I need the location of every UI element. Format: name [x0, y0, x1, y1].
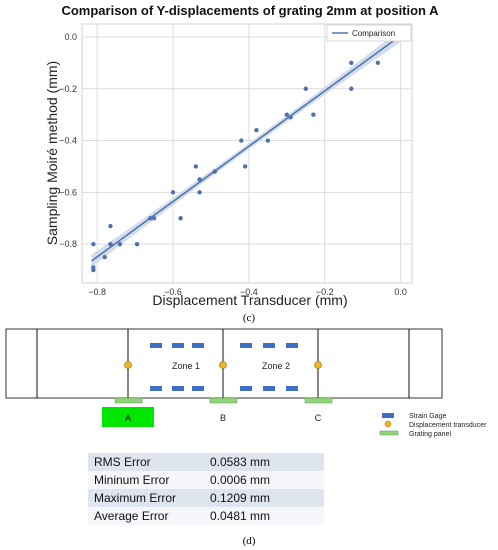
x-tick-label: −0.2 [316, 287, 334, 297]
x-tick-label: −0.8 [88, 287, 106, 297]
tick-labels: −0.8 −0.6 −0.4 −0.2 0.0 0.0 −0.2 −0.4 −0.6 −0.8 [59, 32, 407, 297]
strain-gage [286, 386, 298, 391]
maximum-error-label: Maximum Error [88, 489, 204, 507]
x-axis-label: Displacement Transducer (mm) [152, 292, 347, 308]
average-error-value: 0.0481 mm [204, 507, 324, 525]
grating-panel-c [304, 397, 333, 404]
y-tick-label: −0.6 [59, 187, 77, 197]
minimum-error-value: 0.0006 mm [204, 471, 324, 489]
table-row: Mininum Error 0.0006 mm [88, 471, 324, 489]
error-statistics-table: RMS Error 0.0583 mm Mininum Error 0.0006… [88, 453, 324, 525]
table-row: RMS Error 0.0583 mm [88, 453, 324, 471]
data-point [265, 138, 271, 143]
data-points [91, 60, 381, 273]
displacement-transducer-b [219, 361, 227, 369]
rms-error-value: 0.0583 mm [204, 453, 324, 471]
transducer-legend-label: Displacement transducer [409, 422, 487, 429]
zone-2-label: Zone 2 [262, 361, 290, 371]
data-point [134, 241, 140, 247]
data-point [170, 190, 176, 195]
data-point [102, 254, 107, 260]
y-tick-label: 0.0 [64, 32, 77, 42]
strain-gage [150, 343, 162, 348]
data-point [91, 241, 96, 247]
x-tick-label: −0.6 [164, 287, 182, 297]
data-point [349, 60, 354, 66]
data-point [311, 112, 316, 117]
position-c-label: C [315, 413, 322, 423]
strain-gage [150, 386, 162, 391]
x-tick-label: −0.4 [240, 287, 258, 297]
data-point [178, 216, 183, 221]
rms-error-label: RMS Error [88, 453, 204, 471]
data-point [288, 115, 293, 120]
data-point [254, 127, 259, 133]
data-point [148, 216, 153, 221]
data-point [239, 138, 244, 143]
table-row: Maximum Error 0.1209 mm [88, 489, 324, 507]
legend-label: Comparison [352, 29, 395, 38]
data-point [197, 190, 202, 195]
data-point [91, 267, 96, 273]
y-tick-label: −0.4 [59, 136, 77, 146]
strain-gage [172, 386, 184, 391]
strain-gage-legend-label: Strain Gage [409, 413, 446, 420]
data-point [284, 112, 290, 117]
zone-1-label: Zone 1 [172, 361, 200, 371]
comparison-scatter-chart: Comparison of Y-displacements of grating… [44, 3, 439, 308]
position-a-label: A [125, 413, 131, 423]
strain-gage [286, 343, 298, 348]
data-point [349, 86, 354, 91]
legend-box [326, 24, 412, 42]
data-point [108, 223, 113, 229]
average-error-label: Average Error [88, 507, 204, 525]
grating-legend-swatch [379, 430, 399, 436]
fit-line [91, 35, 402, 262]
minimum-error-label: Mininum Error [88, 471, 204, 489]
grating-panel-a [114, 397, 143, 404]
strain-gage [263, 386, 275, 391]
strain-gage [172, 343, 184, 348]
maximum-error-value: 0.1209 mm [204, 489, 324, 507]
data-point [151, 216, 157, 221]
y-axis-label: Sampling Moiré method (mm) [44, 61, 60, 245]
data-point [212, 169, 217, 174]
data-point [375, 60, 381, 66]
caption-c: (c) [242, 312, 256, 324]
y-tick-label: −0.2 [59, 84, 77, 94]
chart-title: Comparison of Y-displacements of grating… [61, 3, 439, 18]
displacement-transducer-c [314, 361, 322, 369]
position-a-highlight [102, 407, 154, 427]
data-point [193, 164, 198, 169]
data-point [303, 86, 308, 91]
x-tick-label: 0.0 [394, 287, 407, 297]
test-setup-schematic: Zone 1 Zone 2 A B C Strain Gage Displace… [5, 328, 487, 438]
legend: Comparison [326, 24, 412, 42]
grating-panel-b [209, 397, 238, 404]
position-b-label: B [220, 413, 226, 423]
regression-line [91, 35, 402, 262]
data-point [108, 241, 113, 247]
data-point [117, 241, 123, 247]
y-tick-label: −0.8 [59, 239, 77, 249]
strain-gage [192, 386, 204, 391]
data-point [197, 177, 202, 182]
strain-gage-legend-swatch [382, 413, 394, 418]
grating-legend-label: Grating panel [409, 431, 451, 438]
transducer-legend-swatch [384, 420, 392, 428]
displacement-transducer-a [124, 361, 132, 369]
strain-gage [240, 386, 252, 391]
strain-gage [240, 343, 252, 348]
table-row: Average Error 0.0481 mm [88, 507, 324, 525]
strain-gage [192, 343, 204, 348]
data-point [242, 164, 248, 169]
strain-gage [263, 343, 275, 348]
caption-d: (d) [242, 535, 256, 547]
